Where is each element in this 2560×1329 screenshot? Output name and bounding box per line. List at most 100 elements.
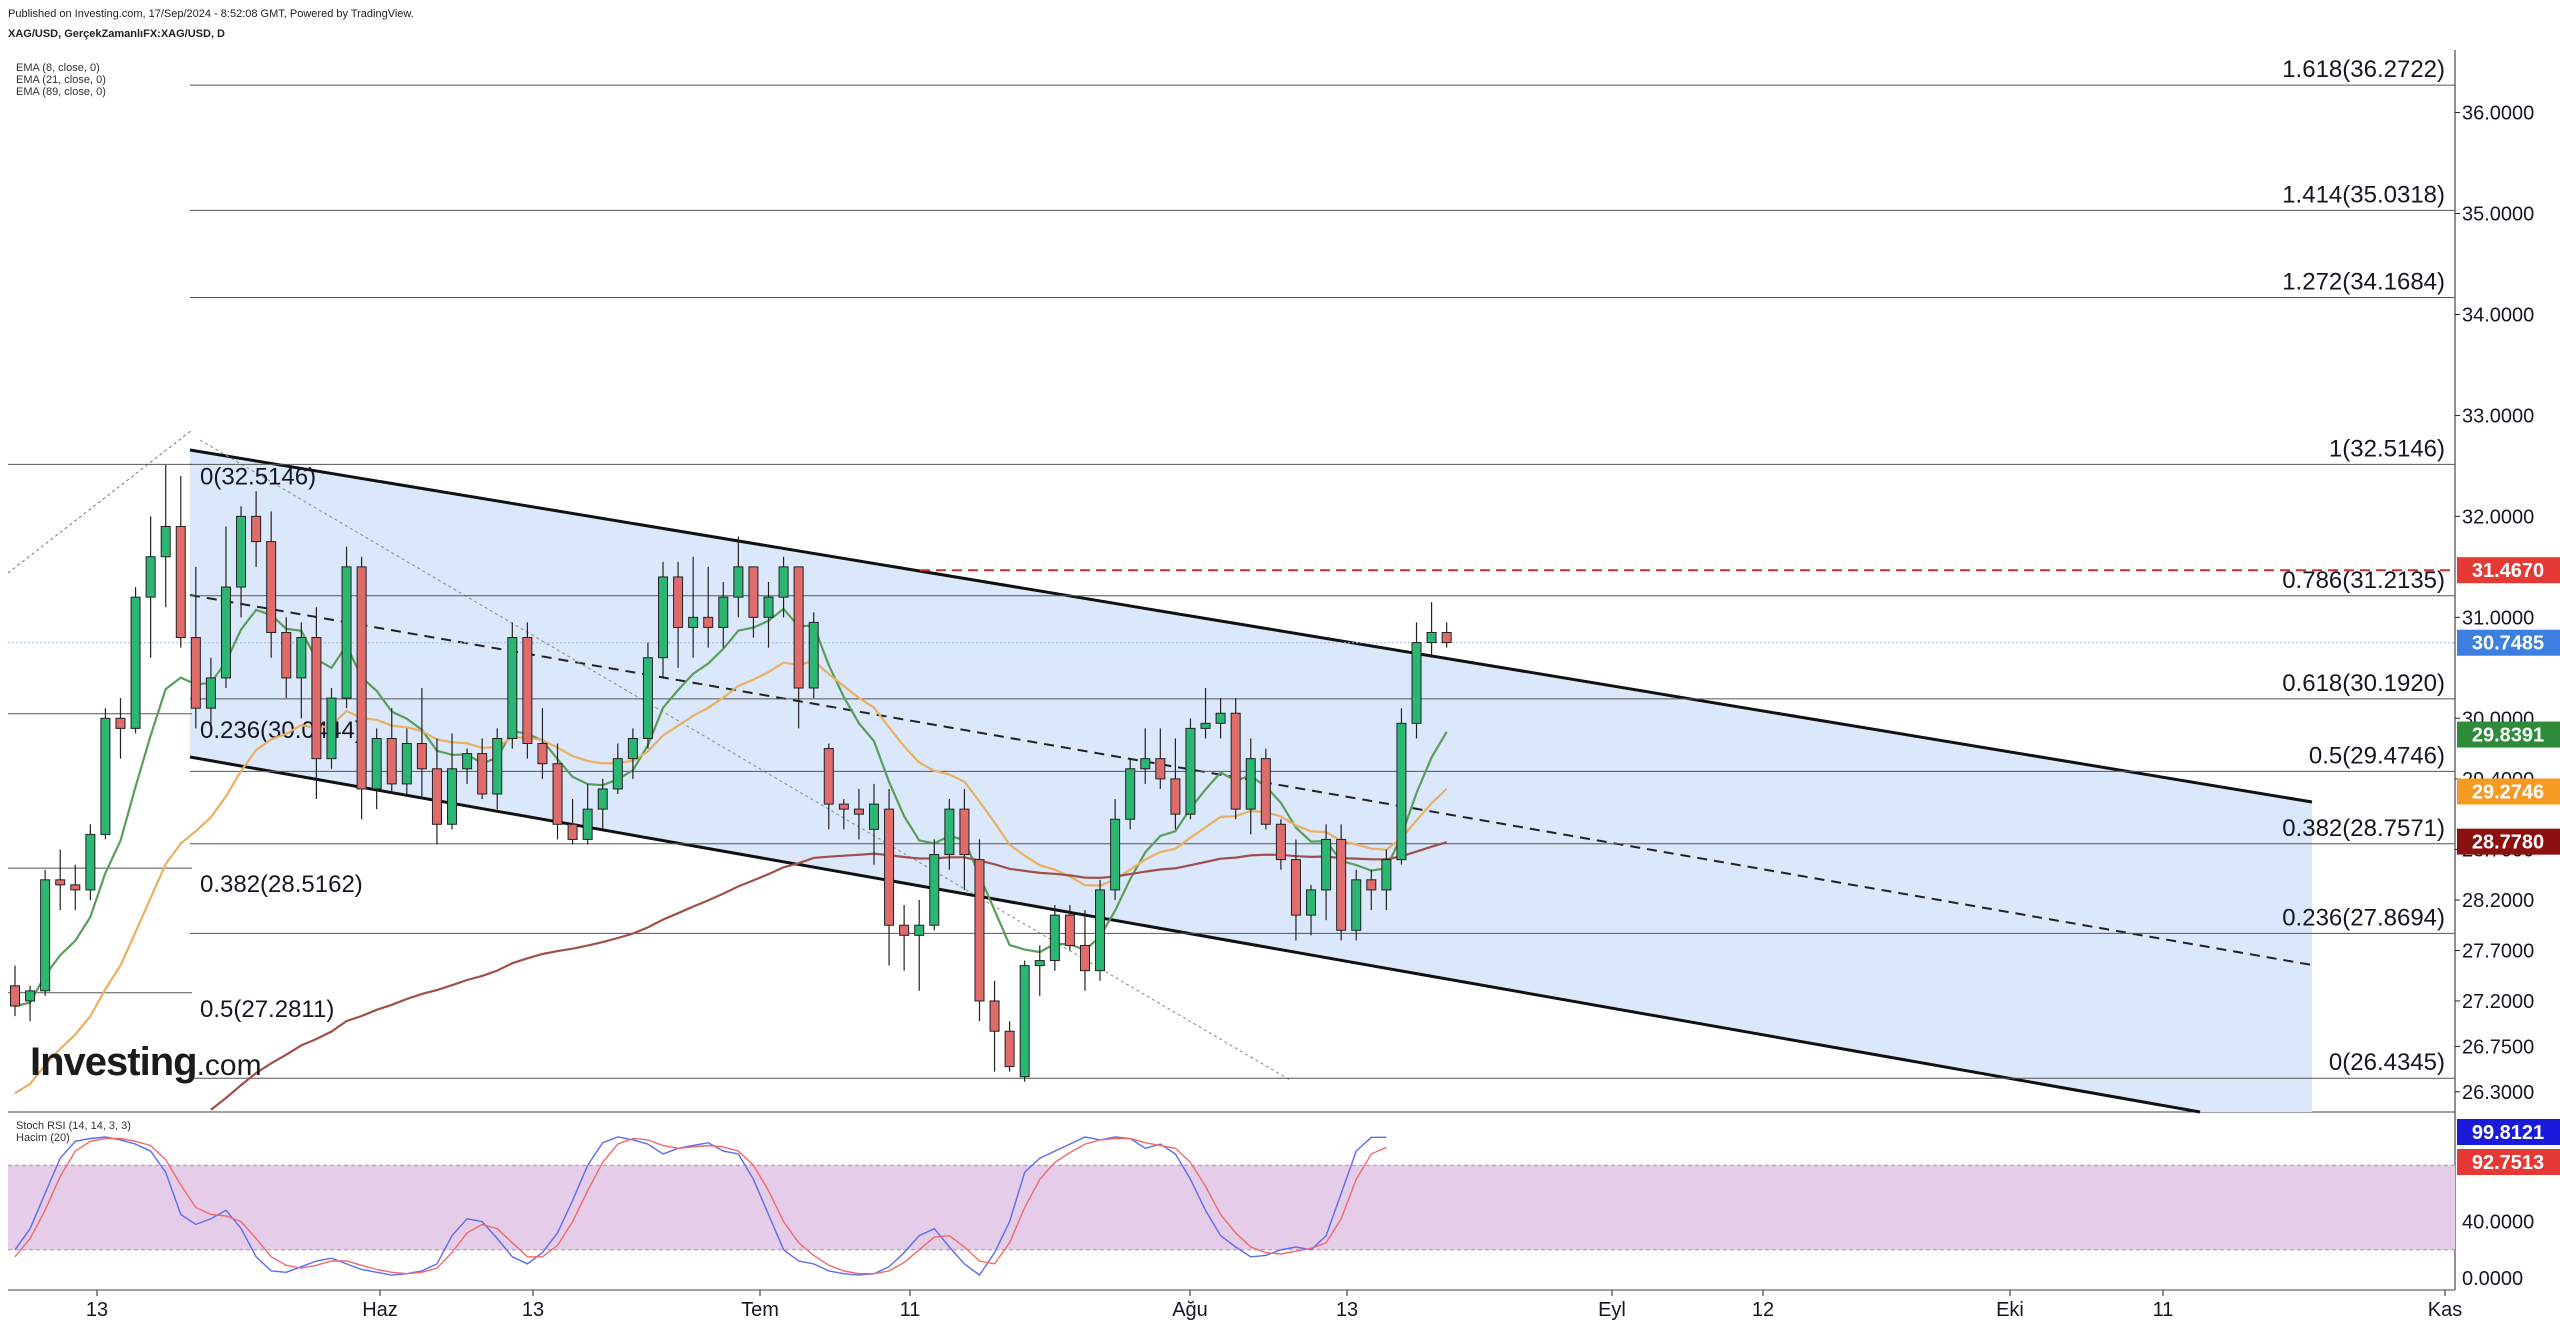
candle-up xyxy=(1396,722,1407,861)
candle-down xyxy=(1155,758,1166,780)
fib-level-label: 1.618(36.2722) xyxy=(2282,56,2445,83)
candle-down xyxy=(1004,1030,1015,1068)
time-tick-label: Kas xyxy=(2428,1299,2462,1321)
fib-level-label: 0.5(29.4746) xyxy=(2309,742,2445,769)
candle-up xyxy=(808,621,819,689)
candle-up xyxy=(100,717,111,835)
candle-down xyxy=(1260,758,1271,825)
fib-left-label: 0.5(27.2811) xyxy=(200,996,334,1023)
fib-level-label: 1.414(35.0318) xyxy=(2282,181,2445,208)
candle-up xyxy=(763,596,774,618)
price-badge xyxy=(2457,721,2560,748)
candle-down xyxy=(1290,859,1301,916)
time-tick-label: Tem xyxy=(741,1299,779,1321)
candle-up xyxy=(642,657,653,739)
stoch-tick-label: 0.0000 xyxy=(2462,1268,2523,1290)
time-tick-label: 11 xyxy=(2153,1299,2174,1321)
price-tick-label: 35.0000 xyxy=(2462,204,2534,226)
price-tick-label: 27.7000 xyxy=(2462,940,2534,962)
price-badge-label: 31.4670 xyxy=(2472,560,2544,582)
candle-down xyxy=(884,808,895,926)
time-tick-label: 13 xyxy=(86,1299,108,1321)
time-tick-label: 11 xyxy=(900,1299,921,1321)
fib-left-label: 0.236(30.0444) xyxy=(200,717,363,744)
candle-down xyxy=(281,631,292,679)
fib-diagonal-line xyxy=(199,439,1291,1081)
price-tick-label: 36.0000 xyxy=(2462,103,2534,125)
candle-up xyxy=(326,697,337,760)
stoch-band xyxy=(8,1165,2455,1250)
candle-up xyxy=(1426,631,1437,644)
candle-down xyxy=(356,566,367,790)
candle-up xyxy=(341,566,352,699)
price-tick-label: 26.7500 xyxy=(2462,1036,2534,1058)
candle-up xyxy=(1185,727,1196,815)
time-tick-label: 13 xyxy=(522,1299,544,1321)
fib-anchor-line xyxy=(7,429,193,574)
candle-up xyxy=(462,753,473,770)
ema-21-label: EMA (21, close, 0) xyxy=(16,74,106,86)
price-tick-label: 27.2000 xyxy=(2462,991,2534,1013)
candle-up xyxy=(85,833,96,891)
candle-up xyxy=(1321,838,1332,891)
stoch-badge-label: 99.8121 xyxy=(2472,1122,2544,1144)
fib-level-label: 0(26.4345) xyxy=(2329,1049,2445,1076)
candle-up xyxy=(160,525,171,558)
candle-up xyxy=(130,596,141,729)
time-tick-label: 13 xyxy=(1336,1299,1358,1321)
candle-down xyxy=(10,985,20,1007)
candle-down xyxy=(1230,712,1241,810)
candle-down xyxy=(989,1000,1000,1032)
candle-down xyxy=(1366,879,1377,891)
ema-21-line xyxy=(14,659,1448,1095)
stoch-badge xyxy=(2457,1119,2560,1145)
candle-up xyxy=(1200,722,1211,729)
price-badge xyxy=(2457,557,2560,584)
candle-up xyxy=(1049,914,1060,962)
candle-down xyxy=(431,768,442,825)
candle-down xyxy=(793,566,804,689)
candle-down xyxy=(959,808,970,856)
price-badge-label: 29.2746 xyxy=(2472,782,2544,804)
candle-up xyxy=(612,758,623,790)
candle-up xyxy=(718,596,729,628)
symbol-title: XAG/USD, GerçekZamanlıFX:XAG/USD, D xyxy=(8,28,225,40)
fib-level-label: 1(32.5146) xyxy=(2329,435,2445,462)
candle-down xyxy=(552,763,563,825)
candle-down xyxy=(1079,944,1090,972)
candle-down xyxy=(416,743,427,770)
time-tick-label: Eki xyxy=(1996,1299,2024,1321)
candle-up xyxy=(1140,758,1151,770)
candle-down xyxy=(1170,778,1181,815)
stoch-d-line xyxy=(14,1137,1387,1275)
candle-down xyxy=(673,576,684,628)
fib-level-label: 0.382(28.7571) xyxy=(2282,815,2445,842)
candle-down xyxy=(115,717,126,729)
candle-up xyxy=(1381,859,1392,891)
candle-up xyxy=(868,803,879,830)
candle-down xyxy=(748,566,759,618)
fib-level-label: 1.272(34.1684) xyxy=(2282,268,2445,295)
candle-down xyxy=(1064,914,1075,946)
candle-down xyxy=(477,753,488,795)
price-tick-label: 33.0000 xyxy=(2462,405,2534,427)
time-tick-label: Ağu xyxy=(1172,1299,1208,1321)
candle-up xyxy=(25,990,36,1002)
candle-up xyxy=(205,677,216,709)
time-tick-label: Eyl xyxy=(1598,1299,1626,1321)
candle-down xyxy=(1441,631,1452,644)
candle-up xyxy=(627,737,638,760)
candle-up xyxy=(1019,965,1030,1078)
candle-up xyxy=(401,743,412,785)
candle-down xyxy=(70,884,81,891)
candle-down xyxy=(266,541,277,633)
candle-up xyxy=(658,576,669,659)
candle-up xyxy=(929,854,940,926)
candle-up xyxy=(1034,960,1045,967)
candle-up xyxy=(220,586,231,679)
candle-up xyxy=(914,924,925,936)
candle-up xyxy=(688,616,699,628)
fib-level-label: 0.786(31.2135) xyxy=(2282,567,2445,594)
candle-down xyxy=(386,737,397,785)
